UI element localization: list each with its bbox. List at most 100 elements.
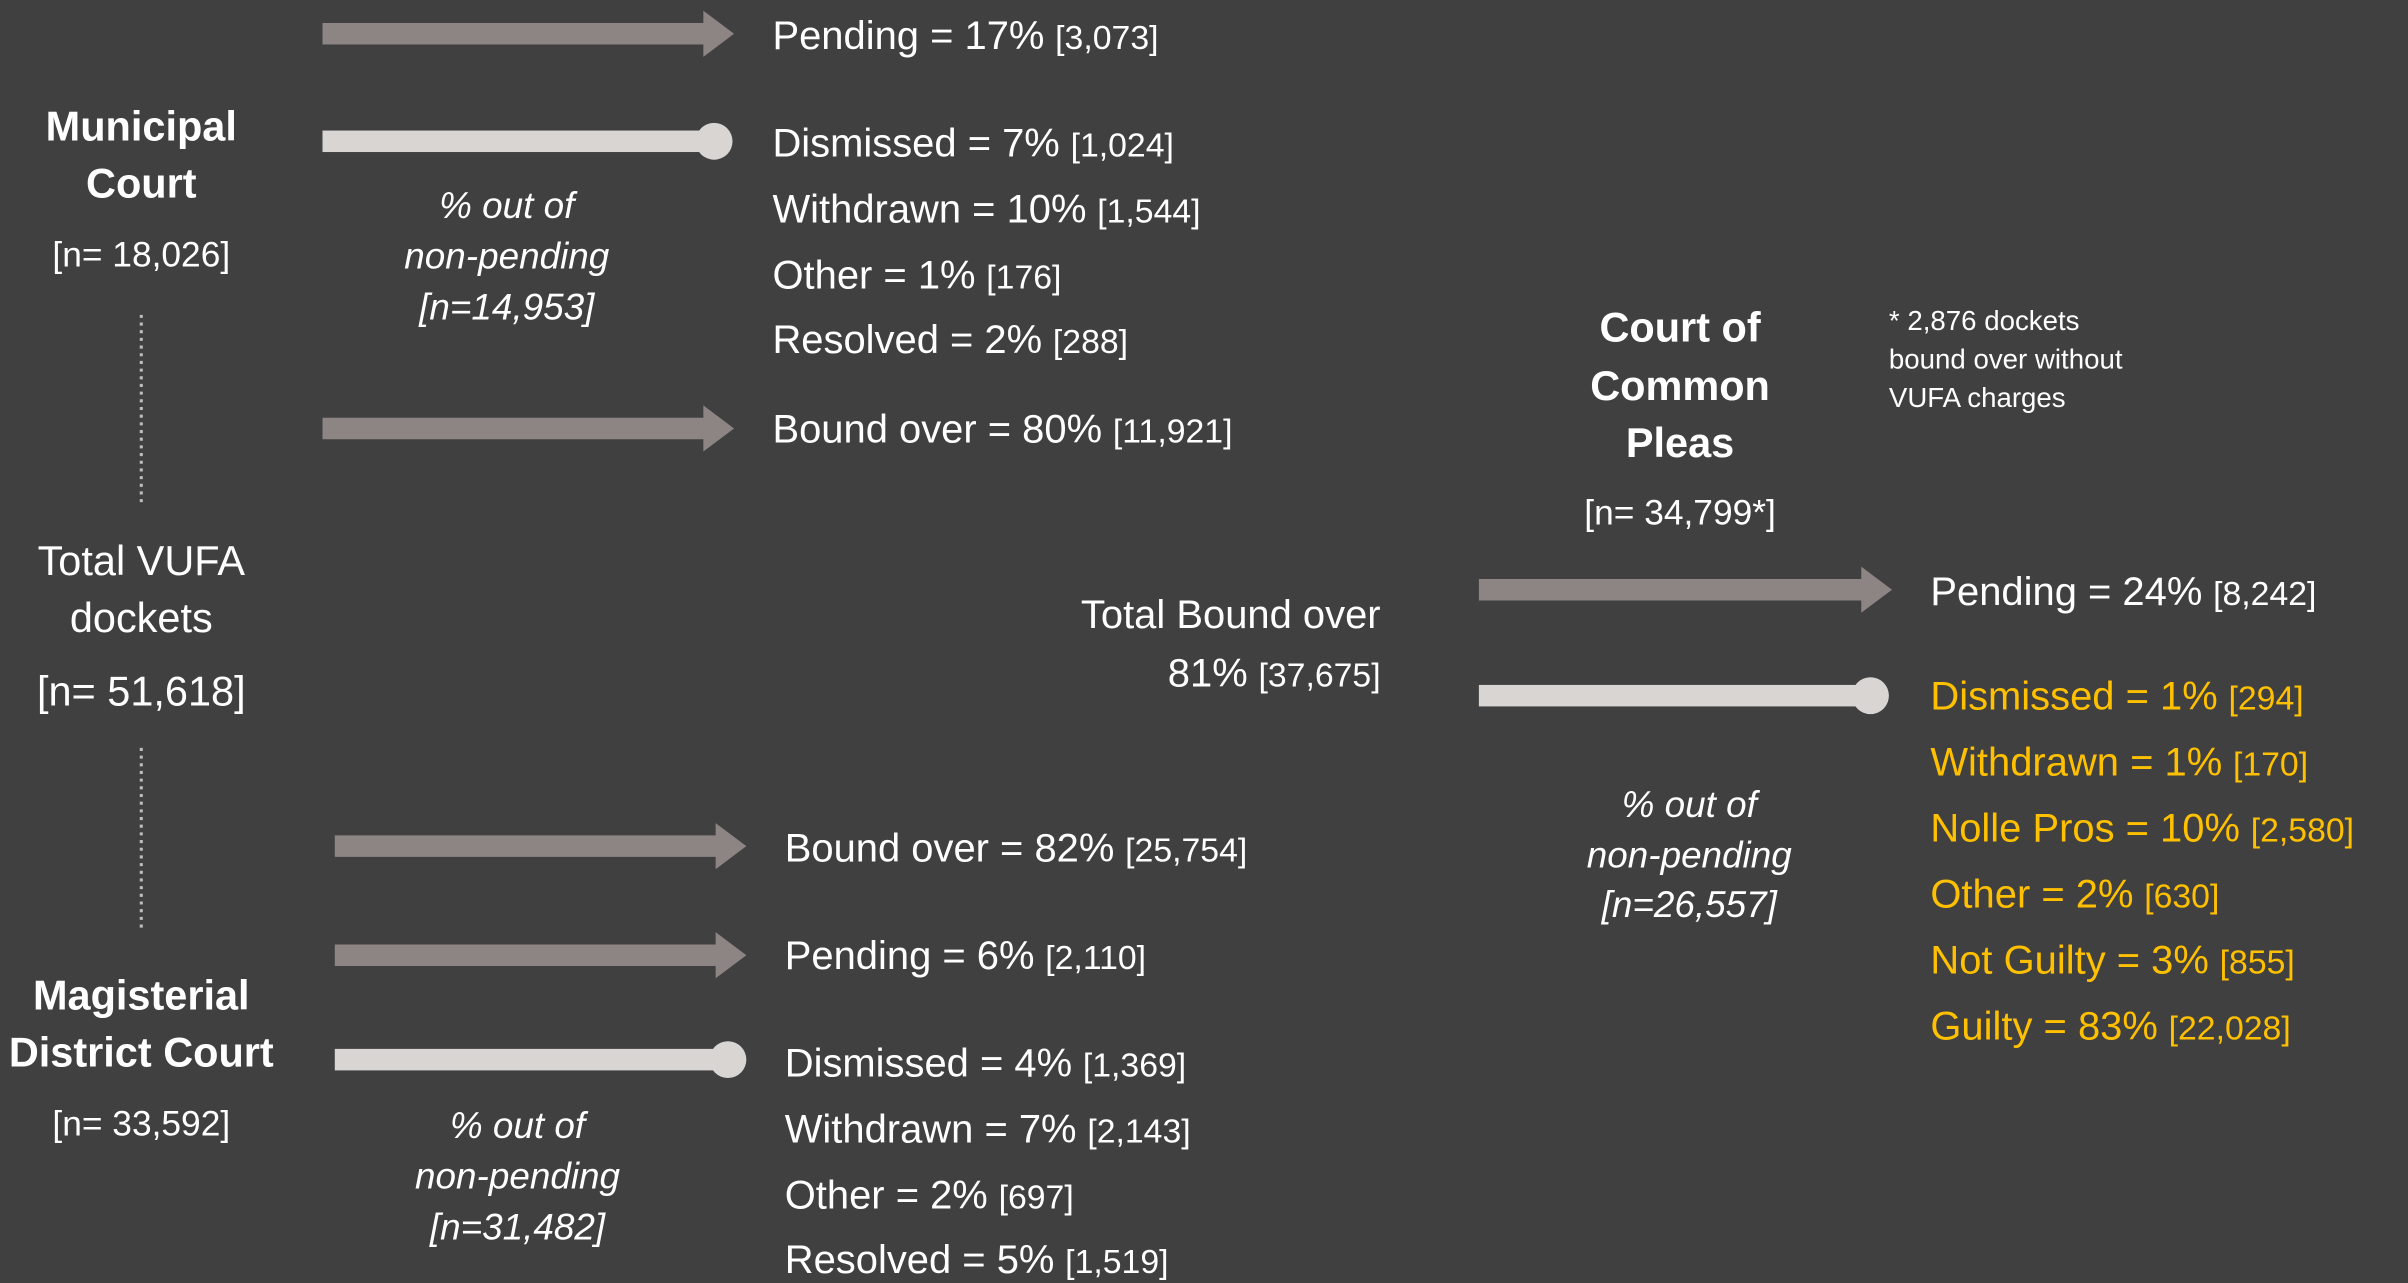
outcome-count: [294] xyxy=(2228,678,2304,718)
footnote: * 2,876 dockets xyxy=(1888,305,2080,337)
outcome-label: Other = 2% xyxy=(1930,870,2134,917)
outcome-label: Pending = 17% xyxy=(772,12,1045,59)
note: % out of xyxy=(439,185,575,228)
court-title: Court xyxy=(86,160,197,207)
arrows xyxy=(322,10,1892,979)
total-bound-value: 81% [37,675] xyxy=(1168,653,1381,693)
court-title: Court of xyxy=(1599,304,1761,351)
outcome: Other = 2% [697] xyxy=(785,1175,1074,1215)
outcome-count: [630] xyxy=(2144,876,2220,916)
outcome: Pending = 24% [8,242] xyxy=(1930,571,2316,611)
outcome: Other = 2% [630] xyxy=(1930,874,2219,914)
line-end xyxy=(695,122,733,160)
note: [n=14,953] xyxy=(419,287,595,329)
total-n: [n= 51,618] xyxy=(36,668,246,715)
outcome: Resolved = 2% [288] xyxy=(772,319,1128,359)
outcome: Other = 1% [176] xyxy=(772,255,1061,295)
outcome-label: Guilty = 83% xyxy=(1930,1002,2158,1049)
outcome-count: [1,369] xyxy=(1082,1045,1187,1085)
footnote: VUFA charges xyxy=(1888,382,2066,414)
note: % out of xyxy=(1621,784,1757,827)
outcome-count: [1,519] xyxy=(1065,1242,1169,1281)
outcome-count: [8,242] xyxy=(2213,574,2317,613)
outcome: Pending = 6% [2,110] xyxy=(785,935,1146,975)
outcome-count: [2,143] xyxy=(1087,1111,1191,1151)
total-title: dockets xyxy=(69,595,213,642)
outcome: Nolle Pros = 10% [2,580] xyxy=(1930,808,2354,848)
terminal-lines xyxy=(322,122,1889,1079)
outcome-count: [22,028] xyxy=(2168,1008,2291,1048)
court-title: Municipal xyxy=(45,103,237,150)
outcome: Not Guilty = 3% [855] xyxy=(1930,940,2294,980)
total-bound-pct: 81% xyxy=(1167,649,1248,696)
note: % out of xyxy=(449,1105,586,1148)
note: non-pending xyxy=(1586,835,1792,877)
outcome-count: [855] xyxy=(2219,942,2295,982)
outcome-label: Withdrawn = 1% xyxy=(1930,738,2223,785)
court-title: Magisterial xyxy=(32,972,250,1019)
total-title: Total VUFA xyxy=(37,538,245,585)
court-title: District Court xyxy=(8,1029,274,1076)
outcome: Dismissed = 4% [1,369] xyxy=(785,1043,1186,1083)
outcome-count: [2,110] xyxy=(1045,938,1147,977)
outcome: Dismissed = 7% [1,024] xyxy=(772,123,1173,163)
arrow xyxy=(322,10,735,57)
outcome: Pending = 17% [3,073] xyxy=(772,15,1158,55)
court-title: Pleas xyxy=(1625,420,1735,467)
outcome-label: Bound over = 80% xyxy=(772,405,1103,452)
outcome-label: Pending = 6% xyxy=(784,932,1035,979)
court-n: [n= 33,592] xyxy=(52,1103,231,1144)
court-n: [n= 34,799*] xyxy=(1584,492,1776,533)
note: [n=31,482] xyxy=(429,1207,606,1249)
line-end xyxy=(709,1041,747,1079)
line xyxy=(334,1048,727,1071)
total-bound-label: Total Bound over xyxy=(1080,591,1381,638)
outcome-label: Dismissed = 4% xyxy=(784,1039,1073,1086)
outcome-count: [697] xyxy=(998,1177,1074,1217)
outcome-count: [3,073] xyxy=(1055,18,1159,57)
line xyxy=(1478,684,1871,707)
outcome-count: [1,024] xyxy=(1070,125,1174,165)
outcome-label: Dismissed = 1% xyxy=(1930,672,2218,719)
outcome-label: Not Guilty = 3% xyxy=(1930,936,2209,983)
line xyxy=(322,130,715,153)
outcome: Resolved = 5% [1,519] xyxy=(785,1239,1169,1279)
outcome-label: Other = 1% xyxy=(772,251,976,298)
outcome: Bound over = 80% [11,921] xyxy=(772,408,1232,448)
outcome-count: [176] xyxy=(986,257,1062,297)
arrow xyxy=(322,405,735,452)
outcome-label: Resolved = 5% xyxy=(784,1236,1055,1283)
arrow xyxy=(334,823,747,870)
outcome-count: [288] xyxy=(1052,322,1129,361)
outcome: Bound over = 82% [25,754] xyxy=(785,828,1248,868)
outcome-label: Bound over = 82% xyxy=(784,824,1115,871)
outcome-count: [11,921] xyxy=(1112,411,1233,450)
arrow xyxy=(1478,566,1892,613)
arrow xyxy=(334,932,747,979)
outcome-label: Resolved = 2% xyxy=(772,316,1043,363)
outcome-label: Dismissed = 7% xyxy=(772,119,1060,166)
outcome-label: Pending = 24% xyxy=(1930,568,2203,615)
outcome-count: [2,580] xyxy=(2250,810,2355,850)
court-title: Common xyxy=(1590,363,1770,410)
outcome-label: Withdrawn = 7% xyxy=(784,1105,1077,1152)
note: non-pending xyxy=(404,236,610,278)
line-end xyxy=(1852,677,1889,715)
outcome: Dismissed = 1% [294] xyxy=(1930,676,2303,716)
outcome-count: [1,544] xyxy=(1097,191,1201,231)
footnote: bound over without xyxy=(1888,343,2123,375)
outcome-label: Other = 2% xyxy=(784,1171,988,1218)
outcome: Withdrawn = 7% [2,143] xyxy=(785,1109,1191,1149)
note: non-pending xyxy=(415,1156,621,1198)
note: [n=26,557] xyxy=(1601,884,1777,927)
outcome-count: [170] xyxy=(2232,744,2309,784)
outcome-label: Withdrawn = 10% xyxy=(772,185,1087,232)
total-bound-count: [37,675] xyxy=(1258,655,1381,695)
outcome-label: Nolle Pros = 10% xyxy=(1930,804,2240,851)
outcome-count: [25,754] xyxy=(1125,830,1248,870)
outcome: Withdrawn = 1% [170] xyxy=(1930,742,2308,782)
outcome: Withdrawn = 10% [1,544] xyxy=(772,189,1200,229)
